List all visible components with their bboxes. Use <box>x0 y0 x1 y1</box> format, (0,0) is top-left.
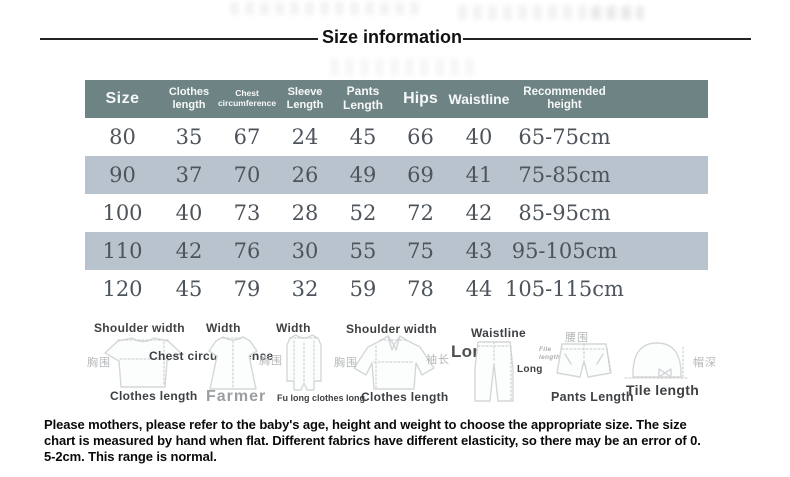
table-row: 120 45 79 32 59 78 44 105-115cm <box>85 270 708 308</box>
romper-chest-cjk-label: 胸围 <box>259 355 283 367</box>
jacket-chest-cjk-label: 胸围 <box>334 357 358 369</box>
cell: 59 <box>349 277 377 301</box>
cell: 100 <box>102 201 143 225</box>
cell: 105-115cm <box>505 277 624 301</box>
table-header-row: Size Clothes length Chest circumference … <box>85 80 708 118</box>
jacket-diagram <box>353 335 435 390</box>
cell: 95-105cm <box>511 239 618 263</box>
cell: 73 <box>233 201 261 225</box>
watermark-artifact <box>590 7 645 19</box>
watermark-artifact <box>330 58 480 76</box>
cell: 66 <box>407 125 434 149</box>
cell: 28 <box>291 201 319 225</box>
hat-depth-cjk-label: 帽深 <box>693 357 717 369</box>
cell: 78 <box>407 277 434 301</box>
tshirt-chest-cjk-label: 胸围 <box>87 357 111 369</box>
cell: 79 <box>233 277 261 301</box>
header-sleeve-length: Sleeve Length <box>286 86 324 111</box>
size-note-line: chart is measured by hand when flat. Dif… <box>44 433 701 448</box>
cell: 37 <box>175 163 203 187</box>
romper-width-label: Width <box>276 321 311 335</box>
header-waistline: Waistline <box>448 90 510 107</box>
watermark-artifact <box>458 5 643 20</box>
hat-diagram <box>624 342 690 379</box>
dress-diagram <box>208 336 258 390</box>
jacket-clothes-length-label: Clothes length <box>361 390 449 404</box>
size-note-line: Please mothers, please refer to the baby… <box>44 417 687 432</box>
cell: 52 <box>349 201 377 225</box>
cell: 110 <box>102 239 143 263</box>
cell: 30 <box>291 239 319 263</box>
cell: 40 <box>175 201 203 225</box>
pants-diagram <box>474 341 514 402</box>
pants-waistline-label: Waistline <box>471 326 526 340</box>
size-note: Please mothers, please refer to the baby… <box>44 417 701 465</box>
cell: 42 <box>465 201 493 225</box>
table-row: 80 35 67 24 45 66 40 65-75cm <box>85 118 708 156</box>
cell: 35 <box>175 125 203 149</box>
jacket-sleeve-cjk-label: 袖长 <box>426 354 450 366</box>
cell: 32 <box>291 277 319 301</box>
shorts-waist-cjk-label: 腰围 <box>565 332 589 344</box>
cell: 26 <box>291 163 319 187</box>
page-title: Size information <box>321 27 463 47</box>
cell: 72 <box>407 201 434 225</box>
cell: 75-85cm <box>518 163 611 187</box>
cell: 80 <box>109 125 136 149</box>
table-row: 110 42 76 30 55 75 43 95-105cm <box>85 232 708 270</box>
title-divider-right <box>463 38 751 40</box>
cell: 65-75cm <box>518 125 611 149</box>
cell: 40 <box>465 125 493 149</box>
cell: 49 <box>349 163 377 187</box>
header-hips: Hips <box>403 89 438 107</box>
header-size: Size <box>105 89 140 107</box>
title-divider-left <box>40 38 318 40</box>
dress-width-label: Width <box>206 321 241 335</box>
tshirt-clothes-length-label: Clothes length <box>110 389 198 403</box>
pants-long-side-label: Long <box>517 364 543 375</box>
tshirt-shoulder-width-label: Shoulder width <box>94 321 185 335</box>
cell: 43 <box>465 239 493 263</box>
cell: 45 <box>349 125 377 149</box>
size-table: Size Clothes length Chest circumference … <box>85 80 708 308</box>
jacket-shoulder-width-label: Shoulder width <box>346 322 437 336</box>
cell: 67 <box>233 125 261 149</box>
cell: 120 <box>102 277 143 301</box>
header-chest-circumference: Chest circumference <box>217 88 277 108</box>
cell: 76 <box>233 239 261 263</box>
watermark-artifact <box>230 2 420 15</box>
cell: 75 <box>407 239 434 263</box>
cell: 70 <box>233 163 261 187</box>
romper-diagram <box>286 334 322 391</box>
cell: 45 <box>175 277 203 301</box>
cell: 85-95cm <box>518 201 611 225</box>
header-clothes-length: Clothes length <box>168 86 210 111</box>
cell: 41 <box>465 163 493 187</box>
hat-tile-length-label: Tile length <box>626 382 700 398</box>
size-note-line: 5-2cm. This range is normal. <box>44 449 217 464</box>
cell: 42 <box>175 239 203 263</box>
cell: 55 <box>349 239 377 263</box>
cell: 69 <box>407 163 434 187</box>
table-row: 100 40 73 28 52 72 42 85-95cm <box>85 194 708 232</box>
tshirt-diagram <box>104 337 182 388</box>
shorts-pants-length-label: Pants Length <box>551 390 634 404</box>
cell: 44 <box>465 277 493 301</box>
header-recommended-height: Recommended height <box>523 85 606 111</box>
table-row: 90 37 70 26 49 69 41 75-85cm <box>85 156 708 194</box>
romper-length-label: Fu long clothes long <box>277 393 365 403</box>
cell: 90 <box>109 163 136 187</box>
shorts-diagram <box>556 343 612 378</box>
cell: 24 <box>291 125 319 149</box>
dress-farmer-label: Farmer <box>206 388 267 405</box>
header-pants-length: Pants Length <box>343 84 383 112</box>
shorts-file-length-label: File length <box>539 346 561 362</box>
